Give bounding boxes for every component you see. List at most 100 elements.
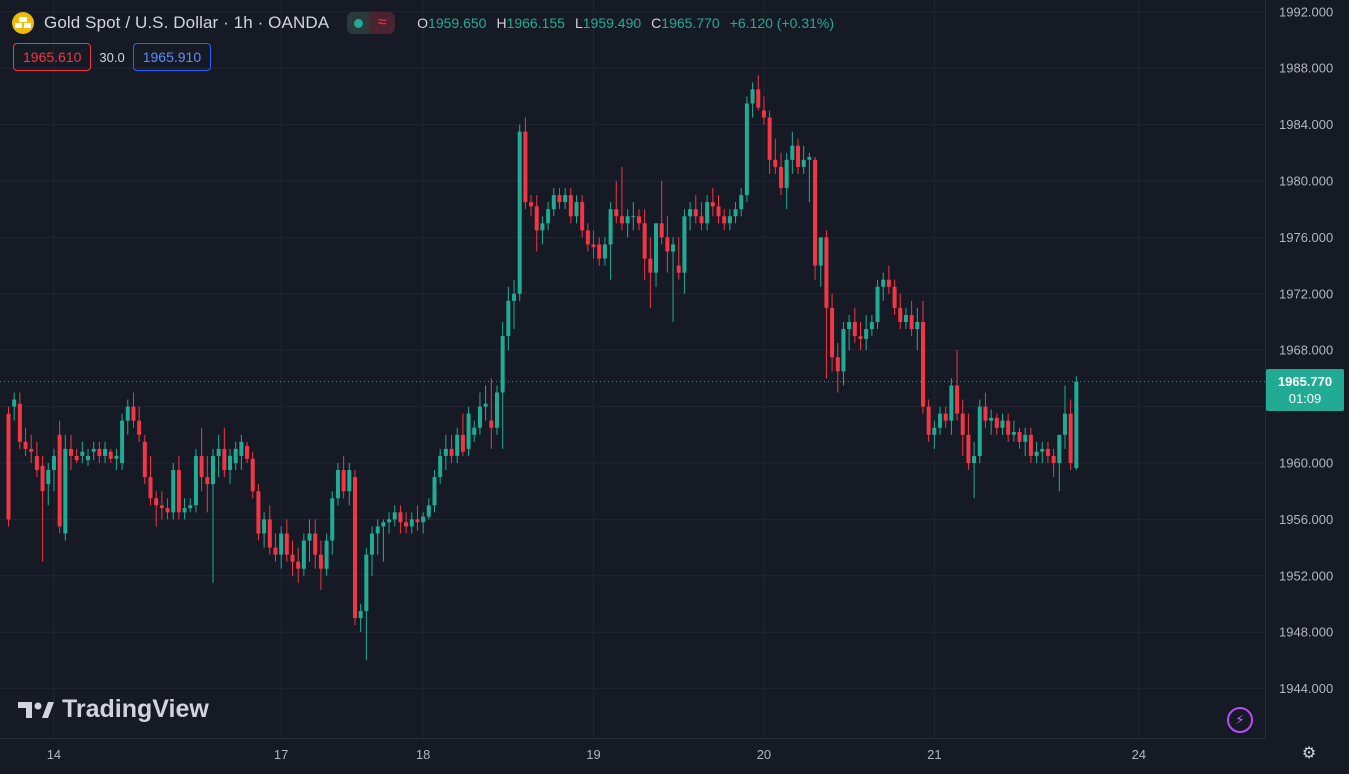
candle[interactable]	[210, 448, 215, 583]
candle[interactable]	[449, 434, 454, 463]
candle[interactable]	[557, 188, 562, 210]
candle[interactable]	[818, 237, 823, 287]
candle[interactable]	[279, 526, 284, 569]
candle[interactable]	[477, 392, 482, 435]
lightning-icon[interactable]: ⚡	[1227, 707, 1253, 733]
candle[interactable]	[131, 392, 136, 428]
candle[interactable]	[51, 448, 56, 492]
candle[interactable]	[824, 230, 829, 379]
candle[interactable]	[1017, 427, 1022, 449]
candle[interactable]	[909, 300, 914, 337]
candle[interactable]	[744, 96, 749, 203]
tradingview-logo[interactable]: TradingView	[18, 695, 209, 724]
candle[interactable]	[17, 392, 22, 449]
candle[interactable]	[1074, 376, 1079, 471]
candle[interactable]	[801, 145, 806, 174]
candle[interactable]	[597, 237, 602, 266]
candle[interactable]	[858, 322, 863, 351]
candle[interactable]	[23, 427, 28, 456]
candle[interactable]	[352, 470, 357, 626]
candle[interactable]	[80, 441, 85, 463]
candle[interactable]	[722, 209, 727, 231]
candle[interactable]	[176, 455, 181, 520]
candle[interactable]	[619, 166, 624, 231]
candle[interactable]	[1062, 385, 1067, 449]
candle[interactable]	[228, 448, 233, 485]
candle[interactable]	[370, 526, 375, 576]
candle[interactable]	[68, 434, 73, 471]
candle[interactable]	[40, 455, 45, 562]
candle[interactable]	[6, 406, 11, 527]
market-status[interactable]: ≈	[347, 12, 396, 34]
candle[interactable]	[1006, 413, 1011, 442]
candle[interactable]	[517, 124, 522, 301]
candle[interactable]	[847, 314, 852, 351]
candle[interactable]	[636, 209, 641, 231]
candle[interactable]	[273, 533, 278, 562]
candle[interactable]	[114, 448, 119, 471]
candle[interactable]	[108, 448, 113, 463]
candle[interactable]	[1040, 441, 1045, 463]
candle[interactable]	[659, 181, 664, 245]
candle[interactable]	[1023, 427, 1028, 456]
candle[interactable]	[262, 512, 267, 548]
gold-bars-icon[interactable]	[12, 12, 34, 34]
candle[interactable]	[966, 413, 971, 471]
candle[interactable]	[63, 434, 68, 541]
candle[interactable]	[983, 392, 988, 428]
candle[interactable]	[500, 322, 505, 449]
candle[interactable]	[665, 216, 670, 273]
candle[interactable]	[290, 540, 295, 576]
candle[interactable]	[835, 343, 840, 393]
candle[interactable]	[540, 216, 545, 245]
candle[interactable]	[642, 209, 647, 280]
candle[interactable]	[301, 533, 306, 576]
candle[interactable]	[886, 265, 891, 294]
candle[interactable]	[159, 491, 164, 520]
candle[interactable]	[977, 399, 982, 463]
candle[interactable]	[472, 420, 477, 442]
candle[interactable]	[534, 195, 539, 252]
candle[interactable]	[739, 188, 744, 217]
candle[interactable]	[364, 547, 369, 661]
candle[interactable]	[920, 300, 925, 414]
candle[interactable]	[727, 209, 732, 231]
candle[interactable]	[1000, 413, 1005, 435]
candle[interactable]	[165, 498, 170, 520]
candle[interactable]	[182, 498, 187, 520]
candle[interactable]	[216, 434, 221, 478]
candle[interactable]	[318, 540, 323, 590]
candle[interactable]	[813, 157, 818, 280]
candle[interactable]	[614, 181, 619, 224]
candle[interactable]	[989, 409, 994, 435]
candle[interactable]	[171, 463, 176, 520]
candle[interactable]	[415, 505, 420, 531]
candle[interactable]	[710, 188, 715, 217]
candle[interactable]	[926, 399, 931, 442]
candle[interactable]	[137, 406, 142, 442]
candle[interactable]	[188, 498, 193, 513]
candle[interactable]	[358, 604, 363, 633]
candle[interactable]	[699, 202, 704, 231]
candle[interactable]	[313, 519, 318, 569]
candle[interactable]	[489, 378, 494, 449]
candle[interactable]	[756, 75, 761, 111]
candle[interactable]	[341, 455, 346, 499]
candle[interactable]	[1051, 448, 1056, 478]
candle[interactable]	[608, 202, 613, 280]
candle[interactable]	[512, 279, 517, 330]
candle[interactable]	[869, 314, 874, 337]
candle[interactable]	[585, 223, 590, 252]
candle[interactable]	[1057, 434, 1062, 492]
candle[interactable]	[716, 195, 721, 224]
candle[interactable]	[34, 441, 39, 478]
candle[interactable]	[784, 152, 789, 210]
candle[interactable]	[392, 505, 397, 527]
buy-button[interactable]: 1965.910	[132, 43, 212, 71]
candle[interactable]	[404, 512, 409, 534]
candle[interactable]	[767, 110, 772, 174]
candle[interactable]	[1028, 427, 1033, 463]
candle[interactable]	[233, 441, 238, 471]
candle[interactable]	[381, 519, 386, 562]
